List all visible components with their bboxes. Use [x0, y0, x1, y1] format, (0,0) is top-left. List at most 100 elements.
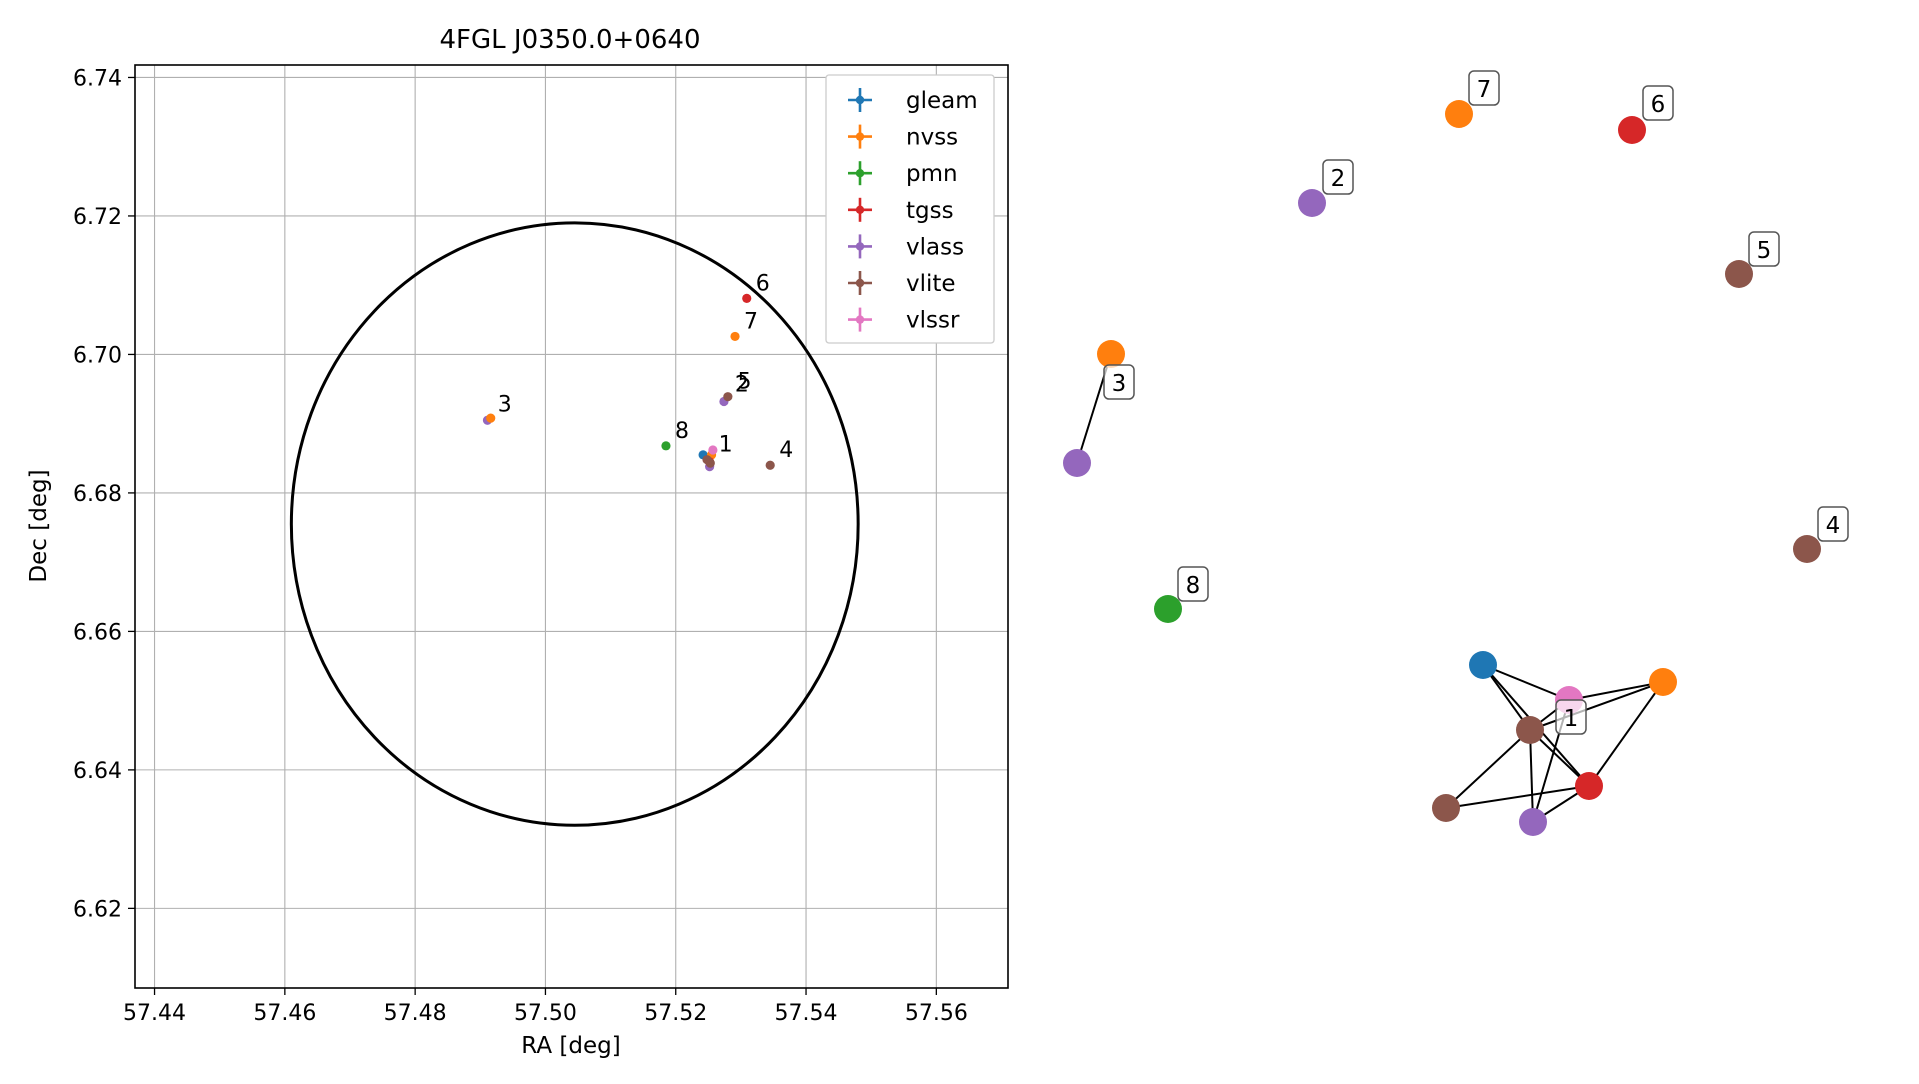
legend-entry-nvss: nvss	[848, 124, 958, 151]
network-node-label: 7	[1468, 70, 1500, 106]
network-node	[1793, 535, 1821, 563]
label-box	[1555, 699, 1587, 735]
legend-marker-dot	[855, 169, 865, 178]
point-nvss	[730, 331, 740, 342]
y-tick-label: 6.68	[73, 482, 122, 507]
point-vlssr	[708, 445, 718, 455]
legend-label: tgss	[906, 198, 954, 224]
label-text: 6	[1651, 92, 1666, 118]
label-text: 7	[1477, 77, 1492, 103]
x-tick-label: 57.56	[905, 1001, 968, 1026]
network-node	[1063, 449, 1091, 477]
y-tick-label: 6.72	[73, 205, 122, 230]
point-label: 2	[735, 372, 749, 397]
x-axis-label: RA [deg]	[521, 1033, 620, 1059]
network-node	[1097, 340, 1125, 368]
legend-entry-vlssr: vlssr	[848, 307, 960, 334]
label-box	[1103, 364, 1135, 400]
y-tick-label: 6.74	[73, 66, 122, 91]
label-text: 3	[1112, 371, 1127, 397]
y-tick-label: 6.70	[73, 343, 122, 368]
legend-marker-dot	[855, 315, 865, 324]
point-label: 7	[744, 309, 758, 334]
network-edge	[1568, 681, 1664, 701]
legend-label: gleam	[906, 88, 978, 114]
legend-entry-vlite: vlite	[848, 271, 956, 297]
point-nvss	[486, 413, 496, 423]
x-tick-label: 57.46	[253, 1001, 316, 1026]
label-box	[1642, 85, 1674, 121]
legend-entry-pmn: pmn	[848, 161, 958, 187]
y-tick-label: 6.62	[73, 897, 122, 922]
network-node-label: 2	[1322, 159, 1354, 195]
network-node-label: 8	[1177, 566, 1209, 602]
legend-label: vlass	[906, 234, 964, 260]
error-ellipse	[289, 221, 860, 827]
point-label: 1	[719, 433, 733, 458]
network-node-label: 4	[1817, 506, 1849, 542]
network-edge	[1588, 681, 1664, 787]
y-axis-label: Dec [deg]	[26, 469, 52, 582]
chart-title: 4FGL J0350.0+0640	[440, 25, 701, 55]
network-edge	[1445, 785, 1590, 809]
x-tick-label: 57.50	[514, 1001, 577, 1026]
network-node	[1575, 772, 1603, 800]
legend-box	[825, 74, 995, 344]
x-tick-label: 57.44	[123, 1001, 186, 1026]
network-node-label: 5	[1748, 231, 1780, 267]
label-text: 5	[1757, 238, 1772, 264]
network-edges	[1076, 353, 1664, 823]
point-vlite	[723, 392, 733, 402]
network-node	[1725, 260, 1753, 288]
legend-marker-dot	[855, 278, 865, 288]
point-vlite	[705, 458, 715, 468]
network-nodes	[1063, 100, 1821, 836]
point-tgss	[742, 293, 752, 303]
network-node	[1618, 116, 1646, 144]
y-tick-label: 6.64	[73, 759, 122, 784]
label-box	[1177, 566, 1209, 602]
network-edge	[1482, 664, 1570, 701]
point-vlite	[765, 460, 775, 470]
network-edge	[1529, 729, 1534, 823]
point-label: 8	[675, 419, 689, 444]
x-tick-label: 57.52	[644, 1001, 707, 1026]
point-labels: 1 2 3 4 5 6 7 8	[498, 271, 793, 463]
network-node	[1445, 100, 1473, 128]
legend-label: vlssr	[906, 308, 960, 334]
legend-entry-tgss: tgss	[848, 197, 954, 224]
point-label: 6	[756, 271, 770, 296]
label-box	[1748, 231, 1780, 267]
network-node-labels: 1 2 3 4 5 6 7 8	[1103, 70, 1849, 735]
network-node	[1432, 794, 1460, 822]
point-pmn	[661, 441, 671, 451]
label-box	[1322, 159, 1354, 195]
x-tick-label: 57.48	[384, 1001, 447, 1026]
point-label: 4	[779, 438, 793, 463]
network-node	[1154, 595, 1182, 623]
network-node	[1649, 668, 1677, 696]
network-edge	[1445, 729, 1531, 809]
label-box	[1468, 70, 1500, 106]
data-points	[482, 293, 775, 472]
ellipse-outline	[289, 221, 860, 827]
plot-frame	[134, 64, 1009, 989]
legend-entry-gleam: gleam	[848, 88, 978, 114]
association-network: 1 2 3 4 5 6 7 8	[1063, 70, 1849, 836]
x-tick-label: 57.54	[775, 1001, 838, 1026]
label-text: 4	[1826, 513, 1841, 539]
network-node-label: 6	[1642, 85, 1674, 121]
legend-marker-dot	[855, 205, 865, 214]
network-node	[1298, 189, 1326, 217]
label-box	[1817, 506, 1849, 542]
network-node-label: 1	[1555, 699, 1587, 735]
label-text: 2	[1331, 166, 1346, 192]
legend-marker-dot	[855, 132, 865, 141]
label-text: 1	[1564, 706, 1579, 732]
network-node	[1516, 716, 1544, 744]
legend: gleam nvss pmn tgss vlass vlite vlssr	[825, 74, 995, 344]
legend-label: nvss	[906, 125, 958, 151]
